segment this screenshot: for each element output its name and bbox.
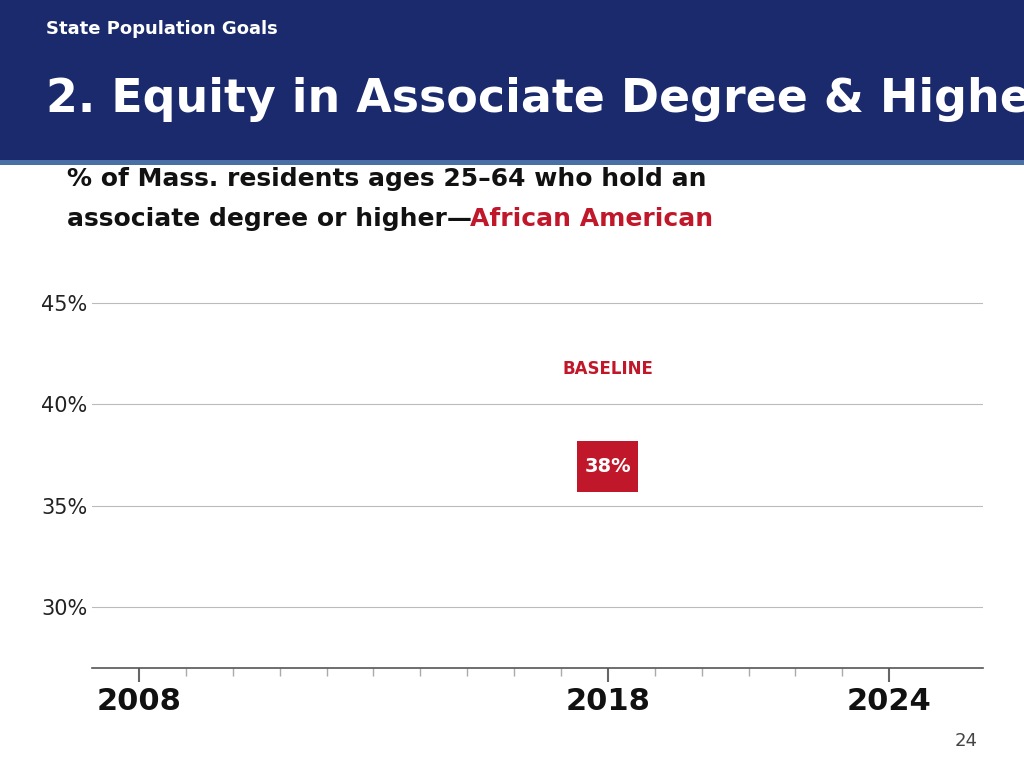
- Text: 38%: 38%: [585, 457, 631, 475]
- Text: State Population Goals: State Population Goals: [46, 20, 278, 38]
- Text: 24: 24: [955, 732, 978, 750]
- Text: African American: African American: [470, 207, 714, 231]
- FancyBboxPatch shape: [578, 441, 638, 492]
- Text: associate degree or higher—: associate degree or higher—: [67, 207, 472, 231]
- Text: % of Mass. residents ages 25–64 who hold an: % of Mass. residents ages 25–64 who hold…: [67, 167, 707, 191]
- Text: 2. Equity in Associate Degree & Higher: 2. Equity in Associate Degree & Higher: [46, 77, 1024, 121]
- Text: BASELINE: BASELINE: [562, 360, 653, 378]
